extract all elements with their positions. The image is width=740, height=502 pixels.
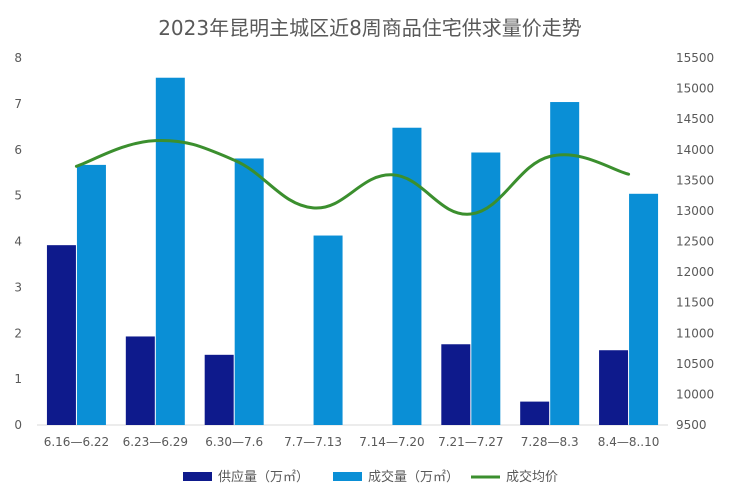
- legend-label-supply: 供应量（万㎡）: [218, 469, 309, 485]
- bar-transaction: [313, 235, 343, 425]
- bar-supply: [46, 245, 76, 425]
- y-left-tick-label: 8: [14, 51, 22, 65]
- x-tick-label: 7.7—7.13: [284, 435, 342, 449]
- bar-transaction: [234, 158, 264, 425]
- y-left-tick-label: 1: [14, 372, 22, 386]
- legend-label-transaction: 成交量（万㎡）: [368, 469, 459, 485]
- bar-transaction: [629, 193, 659, 425]
- bar-transaction: [76, 164, 106, 426]
- chart-title: 2023年昆明主城区近8周商品住宅供求量价走势: [158, 16, 582, 40]
- y-left-tick-label: 6: [14, 143, 22, 157]
- y-right-tick-label: 13500: [676, 173, 714, 187]
- legend-swatch-transaction: [333, 472, 362, 481]
- bar-supply: [125, 336, 155, 425]
- y-right-tick-label: 15000: [676, 82, 714, 96]
- bar-transaction: [155, 77, 185, 425]
- x-tick-label: 6.23—6.29: [123, 435, 188, 449]
- y-right-tick-label: 12000: [676, 265, 714, 279]
- bar-supply: [441, 344, 471, 425]
- y-right-tick-label: 14000: [676, 143, 714, 157]
- x-tick-label: 8.4—8..10: [598, 435, 660, 449]
- bar-transaction: [550, 102, 580, 425]
- y-left-tick-label: 5: [14, 189, 22, 203]
- legend-swatch-supply: [183, 472, 212, 481]
- y-right-tick-label: 14500: [676, 112, 714, 126]
- x-tick-label: 6.30—7.6: [205, 435, 263, 449]
- y-left-tick-label: 0: [14, 418, 22, 432]
- y-right-tick-label: 13000: [676, 204, 714, 218]
- x-tick-label: 7.28—8.3: [521, 435, 579, 449]
- y-right-tick-label: 11500: [676, 296, 714, 310]
- bar-supply: [599, 350, 629, 425]
- y-right-tick-label: 9500: [676, 418, 707, 432]
- line-avg-price: [74, 138, 631, 216]
- legend-label-avg-price: 成交均价: [506, 469, 558, 485]
- y-right-tick-label: 10000: [676, 387, 714, 401]
- y-right-tick-label: 11000: [676, 326, 714, 340]
- y-right-tick-label: 15500: [676, 51, 714, 65]
- y-left-tick-label: 7: [14, 97, 22, 111]
- bar-supply: [204, 354, 234, 425]
- x-tick-label: 6.16—6.22: [44, 435, 109, 449]
- bar-transaction: [471, 152, 501, 425]
- y-right-tick-label: 12500: [676, 235, 714, 249]
- bar-supply: [520, 401, 550, 425]
- bar-transaction: [392, 127, 422, 425]
- x-tick-label: 7.21—7.27: [438, 435, 503, 449]
- y-left-tick-label: 3: [14, 280, 22, 294]
- y-left-tick-label: 4: [14, 235, 22, 249]
- x-tick-label: 7.14—7.20: [359, 435, 424, 449]
- y-left-tick-label: 2: [14, 326, 22, 340]
- y-right-tick-label: 10500: [676, 357, 714, 371]
